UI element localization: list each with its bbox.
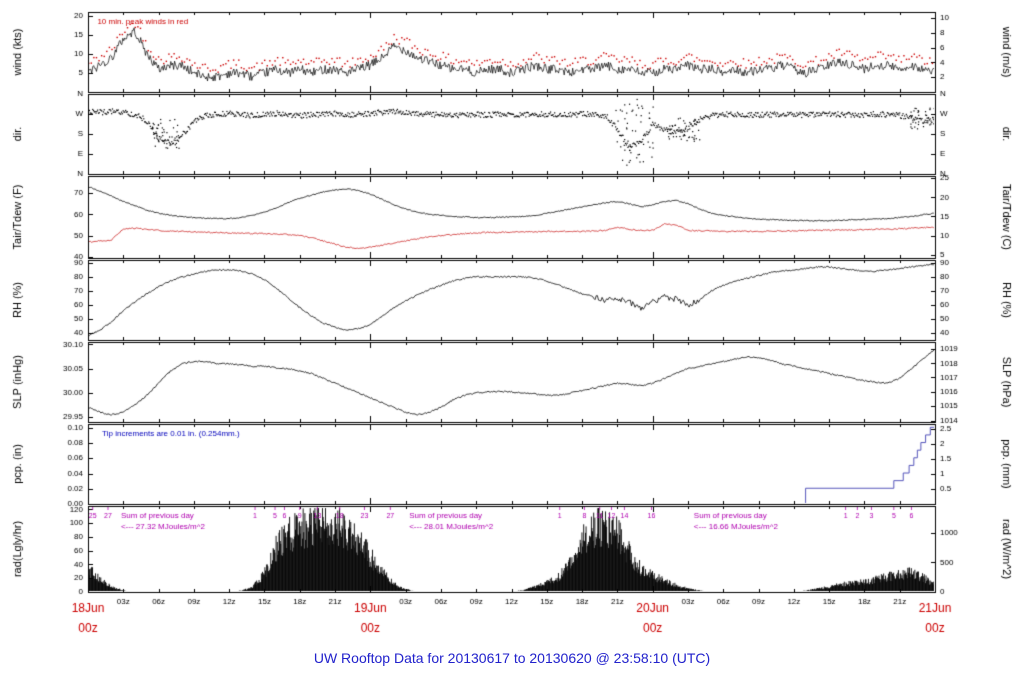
weather-timeseries-canvas	[0, 0, 1024, 645]
chart-title: UW Rooftop Data for 20130617 to 20130620…	[313, 650, 711, 666]
